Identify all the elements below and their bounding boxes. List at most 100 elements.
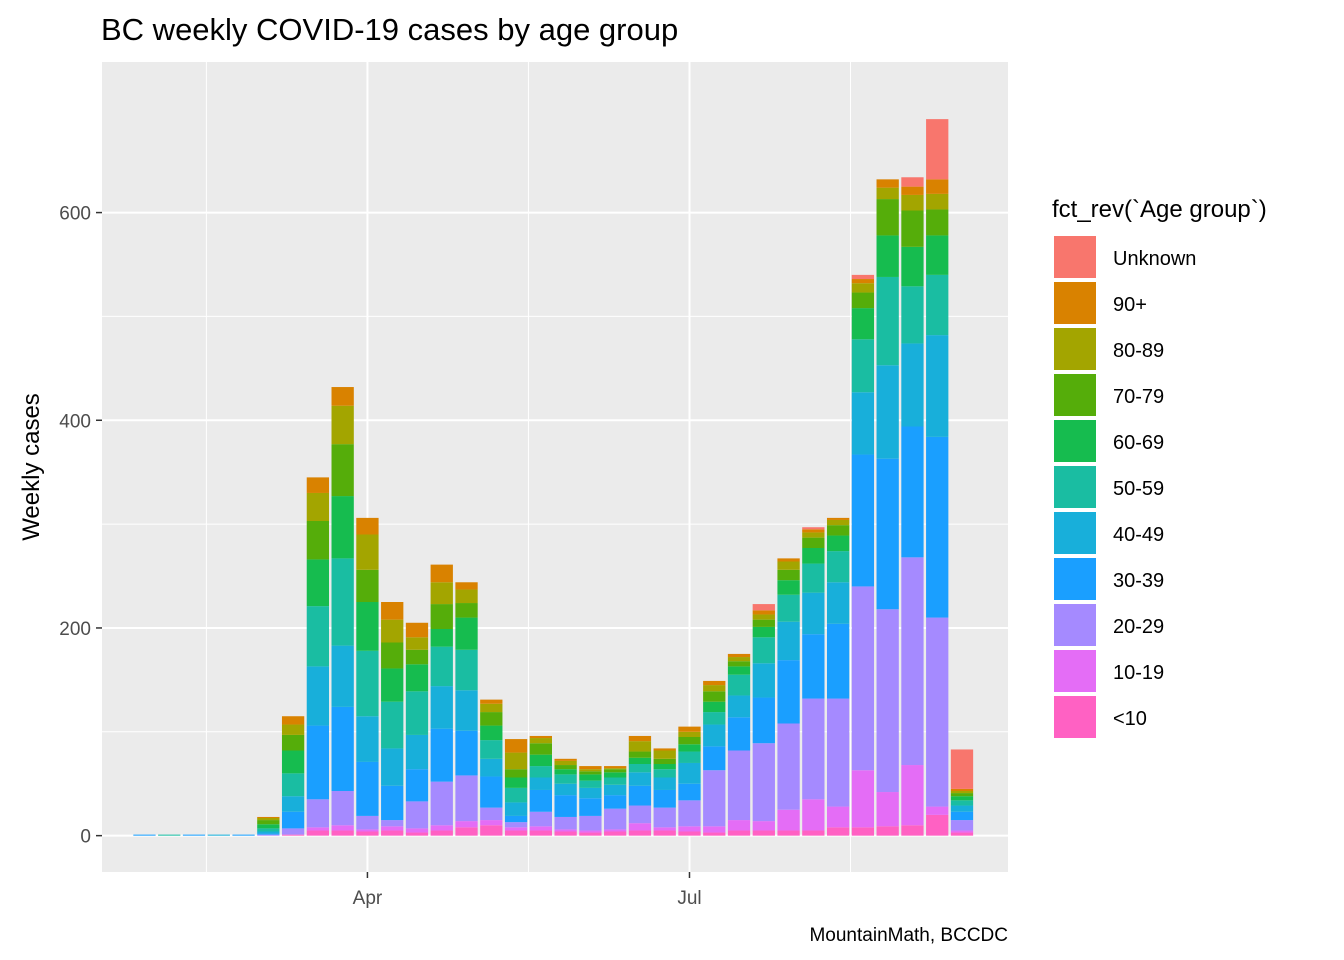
legend-label: 40-49: [1113, 524, 1164, 546]
bar-segment: [678, 726, 701, 732]
bar-segment: [579, 798, 602, 816]
bar-segment: [628, 830, 652, 836]
bar-segment: [777, 561, 800, 570]
bar-segment: [281, 834, 305, 836]
bar-segment: [727, 657, 751, 662]
bar-segment: [950, 788, 974, 791]
bar-segment: [802, 592, 825, 635]
bar-segment: [455, 730, 478, 776]
bar-segment: [802, 537, 825, 548]
legend-key: [1054, 512, 1096, 554]
bar-segment: [604, 777, 627, 785]
bar-segment: [480, 725, 503, 741]
bar-segment: [851, 454, 875, 587]
bar-segment: [306, 666, 330, 726]
bar-segment: [554, 795, 577, 817]
bar-segment: [926, 335, 949, 437]
bar-segment: [876, 458, 899, 610]
bar-segment: [455, 775, 478, 822]
bar-segment: [926, 436, 949, 618]
bar-segment: [257, 831, 280, 834]
bar-segment: [802, 634, 825, 699]
bar-segment: [926, 119, 949, 180]
legend-key: [1054, 328, 1096, 370]
bar-segment: [703, 680, 726, 686]
bar-segment: [529, 743, 552, 755]
bar-segment: [876, 792, 899, 827]
bar-segment: [281, 773, 305, 797]
bar-segment: [901, 286, 924, 344]
bar-segment: [554, 769, 577, 775]
bar-segment: [851, 274, 875, 280]
bar-segment: [777, 569, 800, 581]
bar-segment: [504, 815, 528, 823]
bar-segment: [950, 832, 974, 836]
bar-segment: [281, 811, 305, 829]
bar-segment: [529, 766, 552, 778]
bar-segment: [579, 787, 602, 799]
bar-segment: [529, 738, 552, 744]
bar-segment: [604, 768, 627, 770]
bar-segment: [554, 774, 577, 784]
bar-segment: [455, 603, 478, 618]
bar-segment: [480, 776, 503, 808]
bar-segment: [653, 764, 676, 770]
bar-segment: [579, 780, 602, 788]
bar-segment: [851, 339, 875, 393]
y-tick-label: 400: [59, 411, 91, 432]
bar-segment: [257, 833, 280, 835]
bar-segment: [455, 827, 478, 836]
bar-segment: [331, 791, 354, 826]
legend-label: 90+: [1113, 294, 1147, 316]
legend-title: fct_rev(`Age group`): [1052, 196, 1267, 223]
bar-segment: [901, 825, 924, 836]
bar-segment: [405, 691, 429, 735]
bar-segment: [777, 830, 800, 836]
bar-segment: [901, 343, 924, 427]
bar-segment: [826, 525, 850, 536]
bar-segment: [777, 660, 800, 724]
bar-segment: [306, 492, 330, 521]
bar-segment: [529, 830, 552, 836]
bar-segment: [257, 834, 280, 836]
bar-segment: [306, 830, 330, 836]
bar-segment: [727, 830, 751, 836]
bar-segment: [901, 186, 924, 195]
bar-segment: [331, 558, 354, 646]
bar-segment: [950, 793, 974, 797]
bar-segment: [826, 623, 850, 699]
bar-segment: [604, 769, 627, 773]
bar-segment: [826, 698, 850, 807]
bar-segment: [628, 785, 652, 806]
bar-segment: [257, 828, 280, 832]
bar-segment: [356, 716, 379, 762]
bar-segment: [678, 751, 701, 763]
bar-segment: [405, 801, 429, 829]
bar-segment: [628, 741, 652, 752]
bar-segment: [777, 594, 800, 622]
bar-segment: [430, 728, 453, 782]
bar-segment: [529, 735, 552, 739]
bar-segment: [480, 807, 503, 821]
bar-segment: [381, 820, 404, 827]
legend-label: 60-69: [1113, 432, 1164, 454]
bar-segment: [356, 831, 379, 836]
bar-segment: [604, 766, 627, 769]
bar-segment: [281, 796, 305, 812]
bar-segment: [604, 795, 627, 809]
bar-segment: [554, 831, 577, 836]
bar-segment: [802, 698, 825, 800]
bar-segment: [405, 649, 429, 665]
bar-segment: [554, 816, 577, 830]
bar-segment: [331, 387, 354, 406]
bar-segment: [876, 826, 899, 836]
bar-segment: [430, 604, 453, 629]
bar-segment: [926, 617, 949, 807]
bar-segment: [678, 744, 701, 752]
bar-segment: [281, 750, 305, 774]
bar-segment: [678, 800, 701, 827]
bar-segment: [678, 783, 701, 801]
bar-segment: [257, 816, 280, 818]
bar-segment: [480, 703, 503, 713]
bar-segment: [950, 791, 974, 794]
